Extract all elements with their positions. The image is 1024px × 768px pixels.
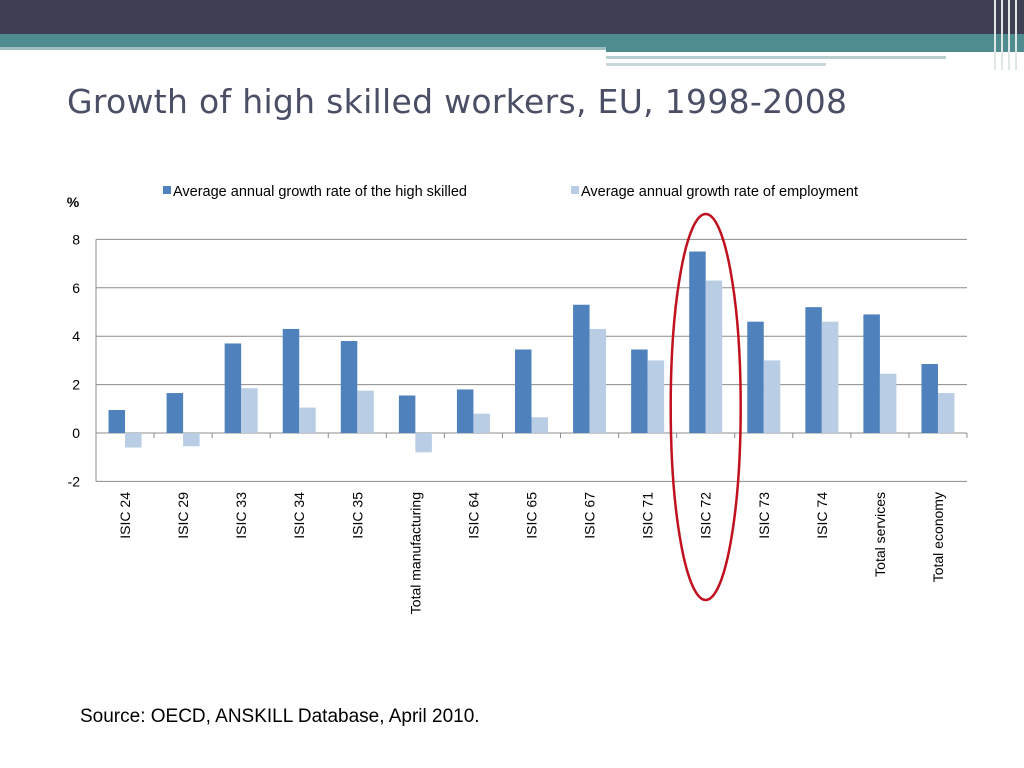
corner-stripe [1008, 0, 1010, 70]
y-tick-label: 8 [72, 231, 80, 247]
bar-high-skilled [166, 393, 184, 433]
bar-employment [705, 280, 723, 433]
y-tick-label: 2 [72, 377, 80, 393]
x-tick-label: ISIC 67 [582, 492, 598, 539]
accent-line [606, 56, 946, 59]
bar-high-skilled [863, 314, 880, 433]
bar-employment [183, 433, 200, 447]
legend-swatch [571, 186, 579, 194]
bar-employment [357, 390, 374, 433]
bar-high-skilled [398, 395, 416, 433]
bar-high-skilled [515, 349, 532, 433]
y-tick-label: 0 [72, 425, 80, 441]
bar-high-skilled [689, 251, 706, 433]
y-tick-label: 6 [72, 280, 80, 296]
bar-employment [879, 373, 897, 433]
slide-title: Growth of high skilled workers, EU, 1998… [67, 82, 848, 121]
x-tick-label: ISIC 34 [291, 492, 307, 539]
x-tick-label: ISIC 65 [524, 492, 540, 539]
accent-line [606, 47, 1024, 52]
bar-employment [125, 433, 142, 448]
bar-employment [821, 321, 839, 433]
y-tick-label: 4 [72, 328, 80, 344]
bar-high-skilled [573, 304, 590, 433]
source-note: Source: OECD, ANSKILL Database, April 20… [80, 706, 480, 727]
x-tick-label: ISIC 73 [756, 492, 772, 539]
bar-employment [937, 393, 955, 433]
x-tick-label: ISIC 72 [698, 492, 714, 539]
x-tick-label: ISIC 71 [640, 492, 656, 539]
bar-employment [415, 433, 432, 453]
bar-employment [763, 360, 781, 433]
x-tick-label: Total economy [930, 492, 946, 582]
bar-high-skilled [224, 343, 242, 433]
bar-employment [589, 328, 607, 433]
y-axis-label: % [67, 194, 80, 210]
bar-high-skilled [456, 389, 474, 433]
accent-line [0, 47, 606, 50]
x-tick-label: Total services [872, 492, 888, 577]
corner-stripe [994, 0, 996, 70]
x-tick-label: ISIC 35 [349, 492, 365, 539]
bar-employment [299, 407, 316, 433]
x-tick-label: ISIC 33 [233, 492, 249, 539]
bar-employment [531, 417, 548, 433]
bar-high-skilled [631, 349, 648, 433]
accent-line [606, 63, 826, 66]
x-tick-label: ISIC 64 [465, 492, 481, 539]
legend-label: Average annual growth rate of employment [581, 184, 858, 200]
bar-employment [241, 388, 258, 433]
header-band [0, 0, 1024, 34]
y-tick-label: -2 [68, 473, 81, 489]
bar-high-skilled [921, 364, 938, 433]
x-tick-label: ISIC 29 [175, 492, 191, 539]
corner-stripe [1015, 0, 1017, 70]
x-tick-label: ISIC 74 [814, 492, 830, 539]
highlight-ellipse [669, 212, 742, 602]
corner-stripe [1001, 0, 1003, 70]
bar-employment [473, 413, 490, 433]
legend-swatch [163, 186, 171, 194]
bar-high-skilled [282, 328, 300, 433]
x-tick-label: ISIC 24 [117, 492, 133, 539]
bar-high-skilled [747, 321, 764, 433]
bar-employment [647, 360, 665, 433]
accent-band [0, 34, 1024, 47]
legend-label: Average annual growth rate of the high s… [173, 184, 467, 200]
bar-high-skilled [108, 410, 126, 433]
bar-high-skilled [805, 307, 822, 433]
bar-high-skilled [340, 341, 358, 433]
x-tick-label: Total manufacturing [407, 492, 423, 614]
